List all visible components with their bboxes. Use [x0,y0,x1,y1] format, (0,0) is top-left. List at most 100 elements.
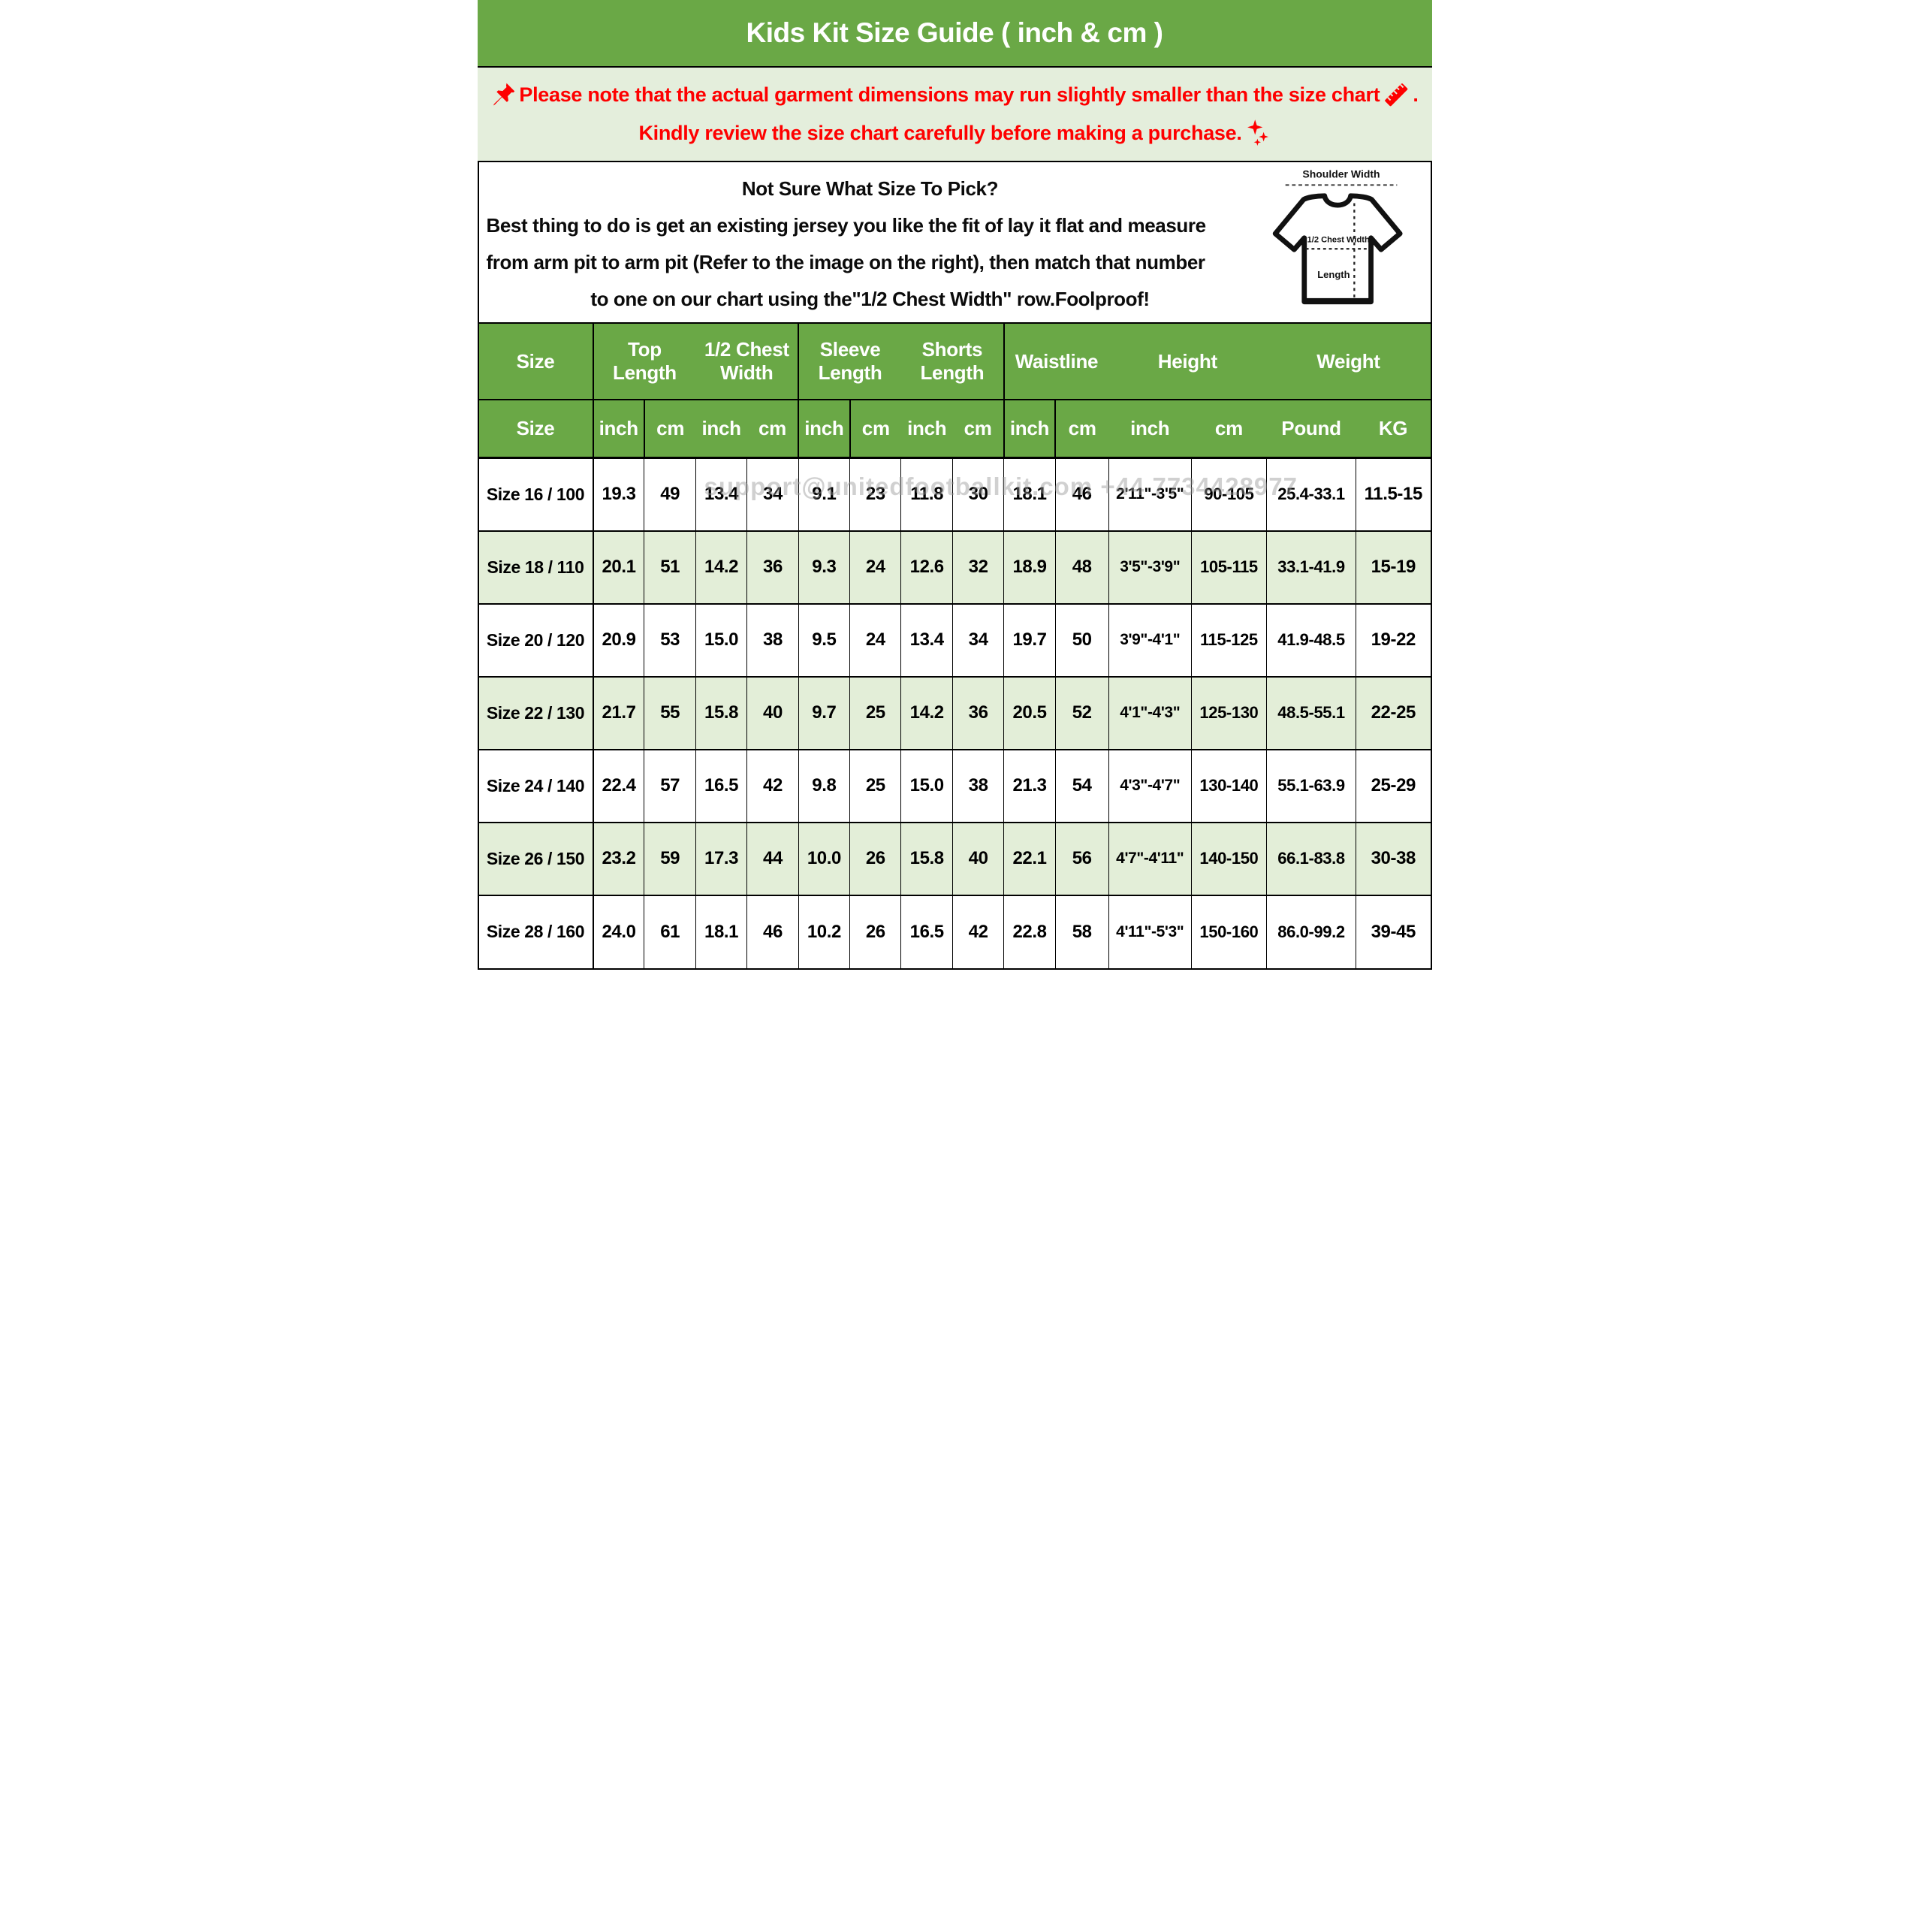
length-label: Length [1317,269,1350,280]
table-row: Size 26 / 150 23.2 59 17.3 44 10.0 26 15.8 40 22.… [478,822,1431,896]
column-group-header: Waistline [1003,324,1109,400]
measurement-cell: 9.3 [798,530,851,605]
measurement-cell: 15.0 [900,749,953,823]
column-group-header: 1/2 Chest Width [695,324,800,400]
page-title-bar: Kids Kit Size Guide ( inch & cm ) [477,0,1432,68]
measurement-cell: 55.1-63.9 [1266,749,1357,823]
half-chest-width-label: 1/2 Chest Width [1307,236,1370,245]
measurement-cell: 125-130 [1191,676,1267,750]
unit-header: inch [798,400,851,459]
howto-line-1: Not Sure What Size To Pick? [741,177,999,200]
notice-line-2: Kindly review the size chart carefully b… [638,119,1270,147]
measurement-cell: 39-45 [1356,895,1431,968]
measurement-cell: 4'11"-5'3" [1108,895,1192,968]
measurement-cell: 4'3"-4'7" [1108,749,1192,823]
page-title: Kids Kit Size Guide ( inch & cm ) [746,17,1163,48]
measurement-cell: 26 [849,822,902,896]
tshirt-hem [1304,297,1371,303]
table-row: Size 16 / 100 19.3 49 13.4 34 9.1 23 11.8 30 18.1… [478,457,1431,532]
measurement-cell: 10.0 [798,822,851,896]
unit-header: Size [478,400,594,459]
howto-line-3: from arm pit to arm pit (Refer to the im… [486,250,1206,273]
pushpin-icon [490,82,516,107]
row-size-label: Size 28 / 160 [478,895,594,968]
table-row: Size 20 / 120 20.9 53 15.0 38 9.5 24 13.4 34 19.7… [478,603,1431,678]
measurement-cell: 15-19 [1356,530,1431,605]
measurement-cell: 54 [1055,749,1109,823]
unit-header: inch [900,400,953,459]
measurement-cell: 25.4-33.1 [1266,457,1357,532]
howto-line-2: Best thing to do is get an existing jers… [486,213,1207,237]
measurement-cell: 34 [746,457,799,532]
measurement-cell: 9.7 [798,676,851,750]
measurement-cell: 105-115 [1191,530,1267,605]
measurement-cell: 14.2 [900,676,953,750]
measurement-cell: 48.5-55.1 [1266,676,1357,750]
notice-text-1: Please note that the actual garment dime… [519,83,1380,106]
unit-header-row: Size inch cm inch cm inch cm inch cm inch cm inch cm… [478,400,1431,459]
table-row: Size 18 / 110 20.1 51 14.2 36 9.3 24 12.6 32 18.9… [478,530,1431,605]
measurement-cell: 24 [849,530,902,605]
bordered-zone: Not Sure What Size To Pick? Best thing t… [477,162,1432,970]
unit-header: inch [1108,400,1192,459]
measurement-cell: 21.3 [1003,749,1056,823]
measurement-cell: 41.9-48.5 [1266,603,1357,678]
measurement-cell: 20.1 [593,530,645,605]
measurement-cell: 19.7 [1003,603,1056,678]
measurement-cell: 25-29 [1356,749,1431,823]
notice-banner: Please note that the actual garment dime… [477,68,1432,162]
measurement-cell: 53 [644,603,696,678]
measurement-cell: 18.9 [1003,530,1056,605]
measurement-cell: 14.2 [695,530,748,605]
group-header-row: Size Top Length 1/2 Chest Width Sleeve Leng… [478,324,1431,400]
measurement-cell: 26 [849,895,902,968]
shoulder-width-label: Shoulder Width [1302,168,1380,180]
measurement-cell: 150-160 [1191,895,1267,968]
measurement-cell: 32 [952,530,1005,605]
measurement-cell: 13.4 [900,603,953,678]
measurement-cell: 42 [952,895,1005,968]
table-row: Size 28 / 160 24.0 61 18.1 46 10.2 26 16.5 42 22.… [478,895,1431,968]
unit-header: KG [1356,400,1431,459]
measurement-cell: 33.1-41.9 [1266,530,1357,605]
unit-header: inch [593,400,645,459]
row-size-label: Size 20 / 120 [478,603,594,678]
tshirt-outline [1272,193,1403,305]
measurement-cell: 23 [849,457,902,532]
measurement-cell: 2'11"-3'5" [1108,457,1192,532]
measurement-cell: 90-105 [1191,457,1267,532]
unit-header: cm [1055,400,1109,459]
measurement-cell: 30-38 [1356,822,1431,896]
measurement-cell: 22.4 [593,749,645,823]
table-row: Size 24 / 140 22.4 57 16.5 42 9.8 25 15.0 38 21.3… [478,749,1431,823]
measurement-cell: 15.8 [695,676,748,750]
howto-line-4: to one on our chart using the"1/2 Chest … [590,287,1150,310]
row-size-label: Size 18 / 110 [478,530,594,605]
measurement-cell: 66.1-83.8 [1266,822,1357,896]
measurement-cell: 40 [952,822,1005,896]
howto-section: Not Sure What Size To Pick? Best thing t… [478,162,1431,324]
column-group-header: Height [1108,324,1267,400]
measurement-cell: 40 [746,676,799,750]
measurement-cell: 38 [746,603,799,678]
measurement-cell: 55 [644,676,696,750]
measurement-cell: 20.9 [593,603,645,678]
measurement-cell: 11.8 [900,457,953,532]
measurement-cell: 23.2 [593,822,645,896]
unit-header: cm [746,400,800,459]
notice-line-1: Please note that the actual garment dime… [490,81,1419,108]
measurement-cell: 46 [746,895,799,968]
measurement-cell: 13.4 [695,457,748,532]
measurement-cell: 34 [952,603,1005,678]
measurement-cell: 52 [1055,676,1109,750]
measurement-cell: 24.0 [593,895,645,968]
measurement-cell: 15.0 [695,603,748,678]
measurement-cell: 11.5-15 [1356,457,1431,532]
measurement-cell: 51 [644,530,696,605]
tshirt-measurement-diagram: Shoulder Width 1/2 Chest Width Length [1257,167,1426,321]
measurement-cell: 38 [952,749,1005,823]
measurement-cell: 115-125 [1191,603,1267,678]
measurement-cell: 30 [952,457,1005,532]
sparkles-icon [1245,119,1271,147]
measurement-cell: 130-140 [1191,749,1267,823]
